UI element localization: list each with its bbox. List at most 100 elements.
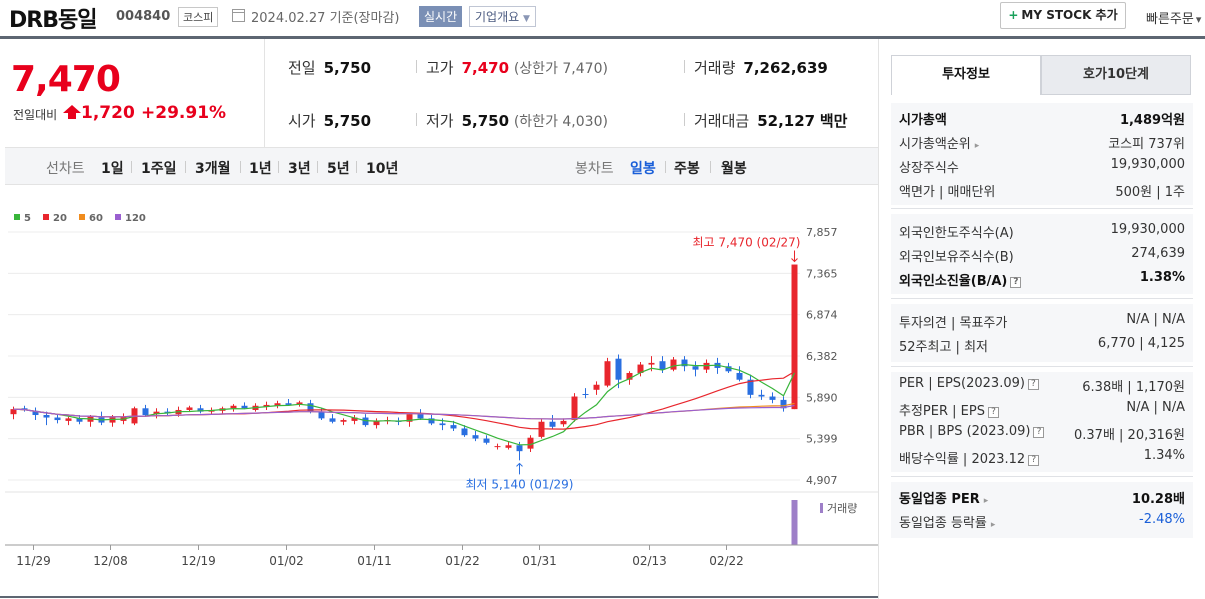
candle-body <box>340 420 347 422</box>
divider <box>684 60 685 73</box>
candle-body <box>186 407 193 410</box>
stat-value: 7,262,639 <box>743 59 828 77</box>
company-overview-dropdown[interactable]: 기업개요 ▼ <box>469 6 536 27</box>
info-value: 10.28배 <box>1131 492 1185 507</box>
help-icon[interactable]: ? <box>1027 379 1039 390</box>
legend-swatch <box>115 214 121 220</box>
candle-body <box>230 405 237 409</box>
row-industry-rate[interactable]: 동일업종 등락률 ▸ -2.48% <box>899 512 1185 532</box>
y-tick-label: 5,890 <box>806 391 838 404</box>
stock-code: 004840 <box>116 9 171 24</box>
candle-body <box>428 418 435 424</box>
low-annotation: 최저 5,140 (01/29) <box>465 477 573 491</box>
candle-body <box>483 438 490 443</box>
tab-investment-info[interactable]: 투자정보 <box>891 55 1041 95</box>
change-rate: +29.91% <box>141 103 227 123</box>
candle-body <box>758 394 765 397</box>
panel-divider <box>878 39 879 599</box>
help-icon[interactable]: ? <box>1010 277 1022 288</box>
info-value: N/A | N/A <box>1126 400 1185 415</box>
candle-body <box>153 411 160 415</box>
help-icon[interactable]: ? <box>987 407 999 418</box>
chevron-right-icon: ▸ <box>983 496 989 506</box>
quick-order-dropdown[interactable]: 빠른주문 <box>1146 8 1201 27</box>
row-listed-shares: 상장주식수 19,930,000 <box>899 157 1185 177</box>
candle-body <box>571 396 578 421</box>
x-tick-label: 02/13 <box>632 554 667 568</box>
info-key: 동일업종 PER ▸ <box>899 488 988 507</box>
candle-monthly[interactable]: 월봉 <box>721 161 747 177</box>
info-value: 1,489억원 <box>1119 113 1185 128</box>
candle-body <box>329 418 336 422</box>
info-key-text: PBR | BPS (2023.09) <box>899 424 1031 439</box>
info-key: 상장주식수 <box>899 161 959 176</box>
upper-limit-arrow-icon <box>63 105 81 119</box>
divider <box>891 208 1193 209</box>
row-industry-per[interactable]: 동일업종 PER ▸ 10.28배 <box>899 488 1185 508</box>
price-chart[interactable]: 7,857 7,365 6,874 6,382 5,890 5,399 4,907 5 20 60… <box>0 185 878 599</box>
candle-body <box>142 408 149 416</box>
candle-body <box>10 409 17 415</box>
candle-daily[interactable]: 일봉 <box>630 161 656 177</box>
candle-body <box>516 445 523 452</box>
candle-weekly[interactable]: 주봉 <box>674 161 700 177</box>
info-key: 외국인소진율(B/A)? <box>899 270 1022 289</box>
divider <box>317 161 318 173</box>
company-overview-label: 기업개요 <box>475 10 520 24</box>
stat-value: 5,750 <box>323 112 372 130</box>
stock-header: DRB동일 004840 코스피 2024.02.27 기준(장마감) 실시간 … <box>0 0 1205 36</box>
candle-body <box>263 404 270 407</box>
info-key: 동일업종 등락률 ▸ <box>899 512 995 531</box>
info-key-text: 동일업종 등락률 <box>899 516 987 531</box>
candle-body <box>362 417 369 426</box>
candle-body <box>494 446 501 448</box>
legend-label: 20 <box>53 213 67 224</box>
chevron-right-icon: ▸ <box>974 141 980 151</box>
legend-label: 60 <box>89 213 103 224</box>
info-key: 투자의견 | 목표주가 <box>899 316 1008 331</box>
chevron-right-icon: ▸ <box>990 520 996 530</box>
investment-info-panel: 투자정보 호가10단계 시가총액 1,489억원 시가총액순위 ▸ 코스피 737위 … <box>891 55 1193 538</box>
my-stock-add-button[interactable]: + MY STOCK 추가 <box>1000 2 1126 29</box>
candle-body <box>549 421 556 427</box>
legend-label: 120 <box>125 213 146 224</box>
info-key-text: 추정PER | EPS <box>899 404 985 419</box>
candle-body <box>76 418 83 422</box>
help-icon[interactable]: ? <box>1028 455 1040 466</box>
info-tabs: 투자정보 호가10단계 <box>891 55 1193 95</box>
period-5y[interactable]: 5년 <box>327 161 350 177</box>
candle-body <box>318 411 325 419</box>
period-1d[interactable]: 1일 <box>101 161 124 177</box>
candle-chart-label: 봉차트 <box>575 161 614 177</box>
candle-body <box>692 366 699 370</box>
divider <box>185 161 186 173</box>
divider <box>684 113 685 126</box>
candle-body <box>659 361 666 370</box>
period-3m[interactable]: 3개월 <box>195 161 231 177</box>
realtime-button[interactable]: 실시간 <box>419 6 463 27</box>
section-valuation: PER | EPS(2023.09)? 6.38배 | 1,170원 추정PER … <box>891 372 1193 472</box>
period-10y[interactable]: 10년 <box>366 161 399 177</box>
row-par-value: 액면가 | 매매단위 500원 | 1주 <box>899 181 1185 201</box>
chevron-down-icon: ▼ <box>523 14 530 24</box>
row-dividend: 배당수익률 | 2023.12? 1.34% <box>899 448 1185 468</box>
row-market-cap-rank[interactable]: 시가총액순위 ▸ 코스피 737위 <box>899 133 1185 153</box>
info-key-text: 외국인소진율(B/A) <box>899 274 1008 289</box>
period-3y[interactable]: 3년 <box>288 161 311 177</box>
y-tick-label: 6,874 <box>806 309 838 322</box>
stat-label: 고가 <box>426 59 454 77</box>
stat-value: 5,750 <box>323 59 372 77</box>
section-market-cap: 시가총액 1,489억원 시가총액순위 ▸ 코스피 737위 상장주식수 19,930,… <box>891 103 1193 205</box>
x-tick-label: 12/19 <box>181 554 216 568</box>
info-value: 0.37배 | 20,316원 <box>1074 428 1185 443</box>
candle-body <box>747 379 754 395</box>
period-1w[interactable]: 1주일 <box>141 161 177 177</box>
info-value: N/A | N/A <box>1126 312 1185 327</box>
row-market-cap: 시가총액 1,489억원 <box>899 109 1185 129</box>
divider <box>710 161 711 173</box>
period-1y[interactable]: 1년 <box>249 161 272 177</box>
tab-order-book[interactable]: 호가10단계 <box>1041 55 1191 95</box>
info-key: PER | EPS(2023.09)? <box>899 376 1039 391</box>
ma-line <box>13 404 795 420</box>
help-icon[interactable]: ? <box>1033 427 1045 438</box>
